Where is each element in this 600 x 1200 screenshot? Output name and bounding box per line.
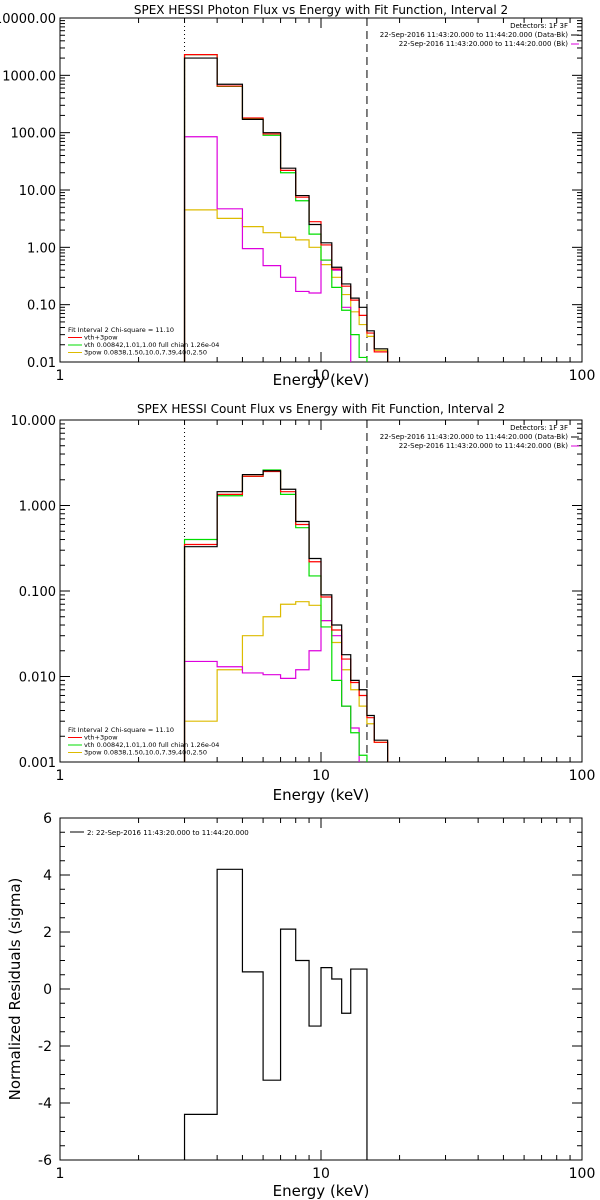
x-tick-label: 1 — [56, 768, 65, 784]
chart-title: SPEX HESSI Count Flux vs Energy with Fit… — [137, 402, 505, 416]
x-tick-label: 1 — [56, 1166, 65, 1182]
legend-top-entry: 22-Sep-2016 11:43:20.000 to 11:44:20.000… — [380, 433, 569, 441]
x-tick-label: 10 — [312, 368, 330, 384]
y-tick-label: 1000.00 — [2, 69, 56, 84]
y-axis-label: Normalized Residuals (sigma) — [6, 878, 24, 1101]
y-tick-label: 10.000 — [11, 414, 57, 429]
series-data-bk-step — [183, 470, 389, 762]
y-tick-label: 0.01 — [27, 356, 56, 371]
legend-top-entry: 22-Sep-2016 11:43:20.000 to 11:44:20.000… — [399, 40, 569, 48]
legend-bottom-entry: vth+3pow — [84, 334, 118, 342]
legend-top-entry: Detectors: 1F 3F — [510, 424, 568, 432]
x-axis-label: Energy (keV) — [273, 371, 370, 389]
series-group — [183, 868, 368, 1160]
y-tick-label: -6 — [38, 1153, 52, 1169]
y-tick-label: 10.00 — [19, 184, 56, 199]
y-tick-label: -2 — [38, 1039, 52, 1055]
y-tick-label: 1.00 — [27, 241, 56, 256]
photon-flux-panel: SPEX HESSI Photon Flux vs Energy with Fi… — [0, 3, 595, 389]
x-axis-label: Energy (keV) — [273, 1182, 370, 1200]
x-tick-label: 100 — [569, 768, 596, 784]
x-tick-label: 1 — [56, 368, 65, 384]
legend-bottom-entry: Fit Interval 2 Chi-square = 11.10 — [68, 326, 174, 334]
legend-bottom-entry: vth+3pow — [84, 734, 118, 742]
y-tick-label: 100.00 — [11, 127, 57, 142]
y-tick-label: 0 — [43, 982, 52, 998]
legend-bottom-entry: vth 0.00842,1.01,1.00 full chian 1.26e-0… — [84, 741, 219, 749]
y-tick-label: 1.000 — [19, 500, 56, 515]
y-tick-label: 2 — [43, 925, 52, 941]
y-tick-label: 0.010 — [19, 671, 56, 686]
y-tick-label: 10000.00 — [0, 12, 56, 27]
legend-bottom-entry: vth 0.00842,1.01,1.00 full chian 1.26e-0… — [84, 341, 219, 349]
series-3pow-step — [183, 209, 389, 362]
legend-bottom-entry: Fit Interval 2 Chi-square = 11.10 — [68, 726, 174, 734]
legend-top-entry: 22-Sep-2016 11:43:20.000 to 11:44:20.000… — [380, 31, 569, 39]
y-tick-label: -4 — [38, 1096, 52, 1112]
legend-entry: 2: 22-Sep-2016 11:43:20.000 to 11:44:20.… — [87, 829, 249, 837]
x-tick-label: 10 — [312, 768, 330, 784]
x-tick-label: 100 — [569, 1166, 596, 1182]
series-group — [183, 469, 389, 762]
plot-frame — [59, 17, 583, 363]
series-vth-3pow-step — [183, 470, 389, 762]
legend-bottom-entry: 3pow 0.0838,1.50,10.0,7.39,400,2.50 — [84, 349, 207, 357]
series-3pow-step — [183, 601, 389, 762]
legend-top-entry: Detectors: 1F 3F — [510, 22, 568, 30]
series-bk-step — [183, 136, 352, 362]
x-axis-label: Energy (keV) — [273, 786, 370, 804]
count-flux-panel: SPEX HESSI Count Flux vs Energy with Fit… — [11, 402, 596, 804]
legend-top-entry: 22-Sep-2016 11:43:20.000 to 11:44:20.000… — [399, 442, 569, 450]
series-vth-step — [183, 469, 368, 762]
series-2-22-sep-2016-11-43-20-000-to-11-44-20-000-step — [183, 868, 368, 1160]
series-vth-step — [183, 53, 368, 362]
series-group — [183, 53, 389, 362]
y-tick-label: 0.10 — [27, 299, 56, 314]
legend-bottom-entry: 3pow 0.0838,1.50,10.0,7.39,400,2.50 — [84, 749, 207, 757]
y-tick-label: 0.001 — [19, 756, 56, 771]
x-tick-label: 100 — [569, 368, 596, 384]
residuals-panel: 1 10 100 Energy (keV) -6 -4 -2 0 2 4 6 Normalized R… — [6, 811, 595, 1200]
y-tick-label: 0.100 — [19, 585, 56, 600]
y-tick-label: 6 — [43, 811, 52, 827]
y-tick-label: 4 — [43, 868, 52, 884]
series-vth-3pow-step — [183, 53, 389, 362]
x-tick-label: 10 — [312, 1166, 330, 1182]
chart-title: SPEX HESSI Photon Flux vs Energy with Fi… — [134, 3, 508, 17]
series-data-bk-step — [183, 57, 389, 362]
